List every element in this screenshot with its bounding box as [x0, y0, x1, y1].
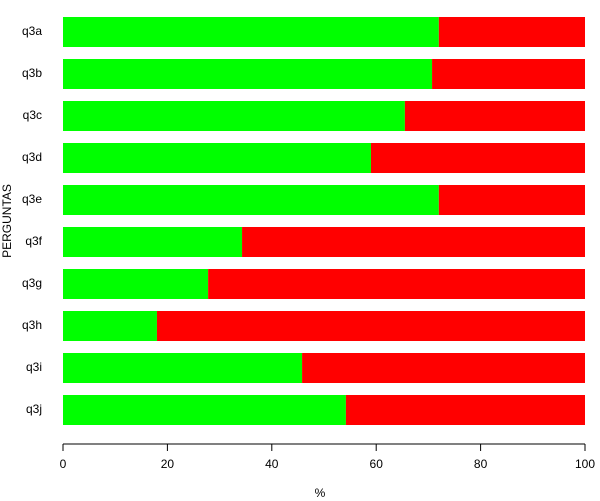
y-tick-label: q3d — [22, 150, 42, 164]
y-tick-label: q3h — [22, 318, 42, 332]
bar-segment — [432, 59, 585, 89]
y-tick-label: q3c — [23, 108, 42, 122]
bar-segment — [63, 227, 243, 257]
bar-segment — [302, 353, 585, 383]
x-tick-label: 80 — [474, 457, 488, 471]
y-tick-label: q3i — [26, 360, 42, 374]
bar-segment — [63, 17, 439, 47]
bar-segment — [242, 227, 585, 257]
bar-segment — [63, 143, 371, 173]
x-axis-label: % — [315, 486, 326, 500]
y-tick-label: q3j — [26, 402, 42, 416]
bar-segment — [63, 311, 157, 341]
x-tick-label: 20 — [161, 457, 175, 471]
bar-segment — [63, 353, 303, 383]
bar-segment — [208, 269, 585, 299]
bar-segment — [438, 17, 585, 47]
y-tick-label: q3f — [25, 234, 42, 248]
x-tick-label: 40 — [265, 457, 279, 471]
bar-segment — [63, 101, 405, 131]
y-tick-label: q3b — [22, 66, 42, 80]
bar-segment — [63, 269, 209, 299]
y-axis-label: PERGUNTAS — [0, 184, 14, 258]
x-tick-label: 0 — [60, 457, 67, 471]
bar-segment — [156, 311, 585, 341]
bar-segment — [63, 395, 346, 425]
x-tick-label: 100 — [575, 457, 595, 471]
bar-segment — [404, 101, 585, 131]
bar-segment — [63, 185, 439, 215]
bar-segment — [438, 185, 585, 215]
x-tick-label: 60 — [370, 457, 384, 471]
y-tick-label: q3g — [22, 276, 42, 290]
y-tick-label: q3a — [22, 24, 42, 38]
bar-segment — [63, 59, 433, 89]
bar-segment — [370, 143, 585, 173]
bar-segment — [345, 395, 585, 425]
y-tick-label: q3e — [22, 192, 42, 206]
